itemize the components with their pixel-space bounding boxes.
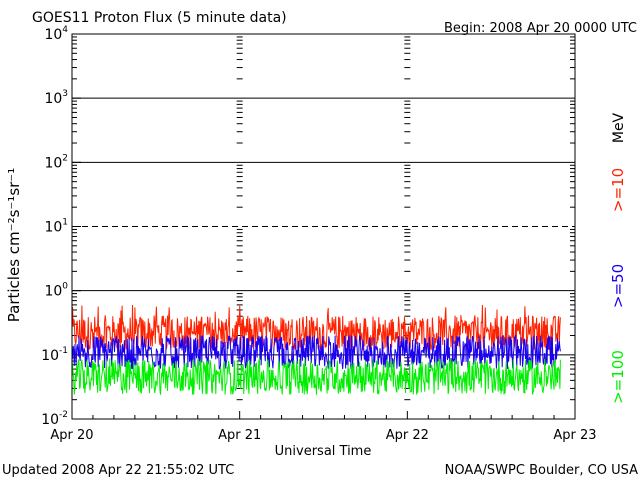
y-tick-label: 103 (44, 89, 68, 107)
begin-time: Begin: 2008 Apr 20 0000 UTC (444, 21, 637, 36)
x-tick-label: Apr 20 (50, 428, 93, 443)
legend-ge100: >=100 (609, 350, 627, 404)
credit: NOAA/SWPC Boulder, CO USA (445, 463, 638, 478)
chart-title: GOES11 Proton Flux (5 minute data) (32, 10, 287, 26)
x-tick-label: Apr 23 (553, 428, 596, 443)
legend-ge50: >=50 (609, 264, 627, 308)
legend-ge10: >=10 (609, 168, 627, 212)
y-tick-label: 100 (44, 282, 68, 300)
y-tick-label: 102 (44, 153, 68, 171)
legend: MeV >=10 >=50 >=100 (609, 112, 627, 403)
updated-timestamp: Updated 2008 Apr 22 21:55:02 UTC (2, 463, 234, 478)
plot-frame (71, 33, 576, 420)
x-tick-label: Apr 22 (386, 428, 429, 443)
y-tick-label: 10-2 (41, 410, 68, 428)
series-line-ge100 (71, 357, 561, 395)
x-tick-labels: Apr 20 Apr 21 Apr 22 Apr 23 (50, 428, 596, 443)
series-line-ge10 (71, 304, 561, 351)
legend-unit: MeV (611, 112, 627, 143)
x-axis-label: Universal Time (275, 444, 372, 459)
y-tick-label: 104 (44, 25, 68, 43)
x-tick-label: Apr 21 (218, 428, 261, 443)
series-layer (71, 304, 561, 395)
y-tick-labels: 10-2 10-1 100 101 102 103 104 (41, 25, 68, 428)
y-axis-label: Particles cm⁻²s⁻¹sr⁻¹ (5, 168, 23, 322)
y-tick-label: 10-1 (41, 346, 68, 364)
y-tick-label: 101 (44, 218, 68, 236)
